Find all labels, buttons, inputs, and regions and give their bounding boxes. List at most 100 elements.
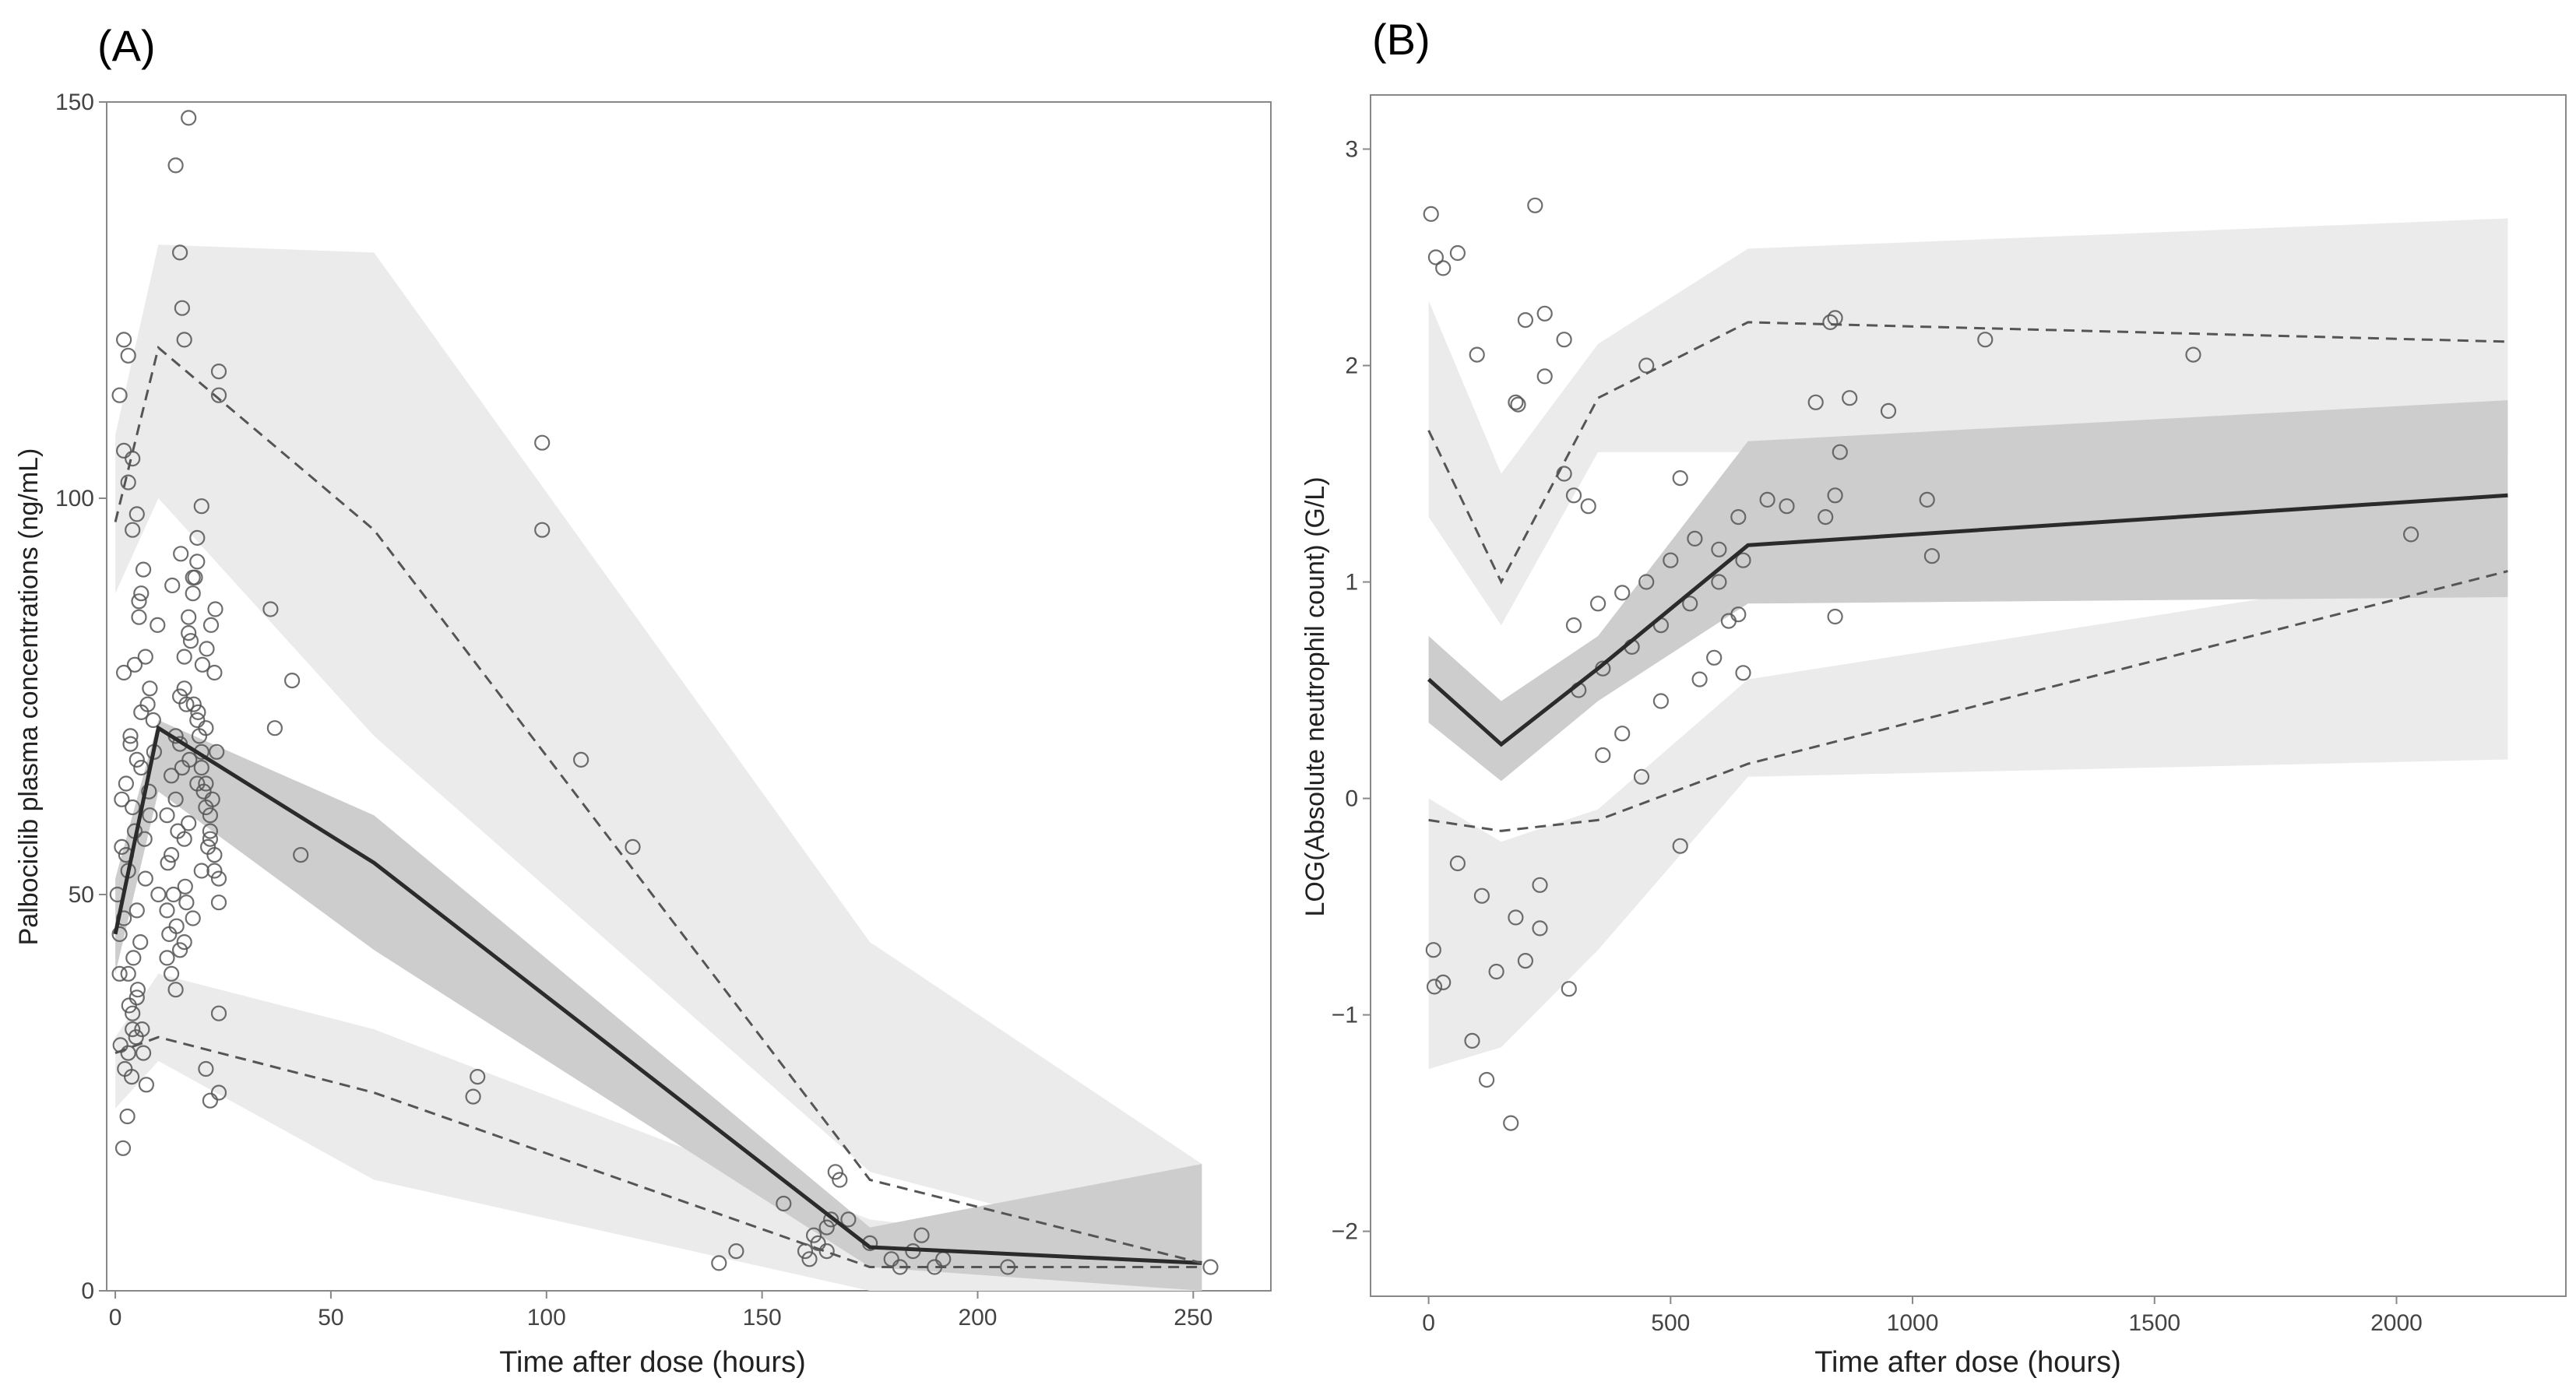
panel-a-observation-point [125,1021,141,1038]
panel-b-observation-point [1779,498,1795,515]
panel-a-observation-point [131,609,147,625]
panel-b-observation-point [1517,952,1534,969]
panel-a-observation-point [120,474,136,490]
panel-b-y-tick-label: −1 [1332,1003,1358,1028]
panel-a-observation-point [202,807,218,824]
panel-a-x-tick-label: 0 [109,1305,122,1330]
panel-a-observation-point [181,815,197,831]
panel-a-observation-point [209,743,225,760]
panel-a-observation-point [122,728,139,744]
panel-b-observation-point [1473,888,1490,904]
panel-a-observation-point [202,617,220,634]
panel-b-x-ticks: 0 500 1000 1500 2000 [1422,1296,2423,1336]
panel-a-observation-point [160,855,176,871]
panel-a-observation-point [176,332,192,348]
panel-a-observation-point [625,838,641,856]
panel-a-observation-point [202,831,218,847]
panel-b-observation-point [1638,574,1655,590]
panel-a-observation-point [164,846,180,863]
panel-b-x-tick-label: 0 [1422,1310,1435,1336]
panel-a-observation-point [210,364,227,380]
panel-b-bands [1428,218,2508,1070]
panel-b: (B) 0 500 1000 1500 2000 −2 −1 0 1 2 3 Time after… [1300,15,2567,1379]
panel-b-observation-point [1527,197,1543,213]
panel-a-observation-point [190,704,206,721]
panel-b-observation-point [1427,249,1445,265]
panel-a-observation-point [210,870,227,887]
panel-b-label: (B) [1372,15,1431,64]
panel-b-x-tick-label: 500 [1651,1310,1690,1336]
panel-a-observation-point [189,554,206,570]
panel-a-x-tick-label: 250 [1174,1305,1212,1330]
panel-a-observation-point [1202,1259,1219,1275]
panel-a-observation-point [135,561,152,578]
panel-a-observation-point [137,870,153,887]
panel-b-observation-point [1711,574,1727,590]
panel-a-observation-point [470,1068,486,1085]
panel-a-band-lower [115,973,1202,1291]
panel-b-observation-point [1478,1071,1495,1088]
panel-a-observation-point [114,838,130,856]
panel-b-observation-point [1759,491,1775,508]
panel-a-x-tick-label: 150 [743,1305,782,1330]
panel-b-x-tick-label: 1000 [1887,1310,1939,1336]
panel-a-observation-point [120,1045,136,1061]
panel-b-observation-point [1807,394,1824,410]
panel-a-observation-point [114,791,130,807]
panel-a-median-line [113,725,1202,1265]
panel-b-observation-point [2403,526,2419,543]
panel-a-observation-point [198,775,214,792]
panel-b-band-upper [1428,218,2508,626]
panel-a-observation-point [142,680,158,697]
panel-b-observation-point [1735,552,1751,568]
panel-a-observation-point [207,601,223,617]
panel-b-observation-point [1488,963,1504,980]
panel-a-bands [115,244,1202,1291]
panel-a-observation-point [185,585,201,602]
panel-a-observation-point [193,759,209,776]
panel-a-observation-point [198,720,214,736]
panel-b-observation-point [1832,444,1848,460]
panel-a-observation-point [284,672,301,689]
panel-b-observation-point [1464,1032,1480,1049]
panel-a-observation-point [172,244,188,261]
panel-a: (A) 0 50 100 150 200 250 0 50 100 150 Time after… [14,21,1272,1379]
panel-a-observation-point [534,522,551,538]
panel-b-observation-point [1827,608,1843,625]
panel-a-observation-point [181,624,197,642]
panel-a-observation-point [135,1045,152,1061]
panel-b-observation-point [1822,314,1839,330]
panel-a-observation-point [181,609,197,625]
panel-b-observation-point [1435,260,1452,276]
panel-a-observation-point [116,442,132,459]
panel-a-observation-point [165,886,181,903]
panel-a-observation-point [129,982,146,998]
panel-b-y-tick-label: 1 [1345,570,1358,596]
panel-a-observation-point [805,1227,822,1243]
panel-b-observation-point [1565,617,1582,634]
panel-b-observation-point [1682,596,1698,612]
panel-a-observation-point [128,751,145,768]
panel-a-observation-point [572,751,589,768]
panel-b-observation-point [1510,396,1526,413]
panel-a-observation-point [187,569,203,585]
panel-a-observation-point [133,585,150,602]
panel-b-observation-point [1633,768,1650,785]
panel-b-observation-point [1536,305,1553,322]
panel-a-observation-point [125,1005,141,1021]
panel-a-observation-point [534,434,551,451]
panel-a-observations [109,110,1219,1275]
panel-b-observation-point [1426,979,1443,995]
panel-a-observation-point [136,831,153,847]
panel-b-observation-point [1595,747,1611,764]
panel-b-observation-point [1590,596,1606,612]
panel-a-observation-point [210,1084,227,1101]
panel-b-observation-point [1536,368,1553,385]
panel-a-observation-point [711,1255,727,1271]
panel-b-observation-point [1508,909,1524,926]
panel-a-observation-point [118,775,134,792]
panel-b-observation-point [1827,487,1843,504]
panel-b-y-tick-label: −2 [1332,1219,1358,1245]
panel-b-x-tick-label: 2000 [2370,1310,2423,1336]
panel-b-y-ticks: −2 −1 0 1 2 3 [1332,137,1371,1245]
